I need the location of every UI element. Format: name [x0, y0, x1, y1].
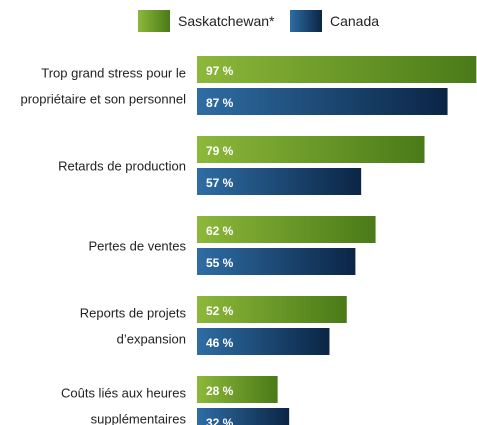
- legend-label-canada: Canada: [330, 13, 380, 29]
- bar-canada: [197, 328, 330, 355]
- bar-canada: [197, 408, 290, 425]
- bar-saskatchewan: [197, 296, 347, 323]
- bar-saskatchewan: [197, 216, 376, 243]
- data-label: 97 %: [206, 64, 234, 78]
- plot-area: Trop grand stress pour le propriétaire et…: [21, 56, 477, 425]
- bar-canada: [197, 248, 356, 275]
- bar-saskatchewan: [197, 56, 477, 83]
- data-label: 32 %: [206, 416, 234, 425]
- legend: Saskatchewan* Canada: [0, 8, 477, 34]
- legend-swatch-saskatchewan: [138, 10, 170, 32]
- category-label: Reports de projets d’expansion: [80, 306, 187, 347]
- data-label: 79 %: [206, 144, 234, 158]
- data-label: 57 %: [206, 176, 234, 190]
- data-label: 87 %: [206, 96, 234, 110]
- legend-swatch-canada: [290, 10, 322, 32]
- data-label: 46 %: [206, 336, 234, 350]
- bar-canada: [197, 88, 448, 115]
- data-label: 52 %: [206, 304, 234, 318]
- data-label: 28 %: [206, 384, 234, 398]
- bar-saskatchewan: [197, 376, 278, 403]
- legend-label-saskatchewan: Saskatchewan*: [178, 13, 275, 29]
- bar-saskatchewan: [197, 136, 425, 163]
- legend-item-saskatchewan: Saskatchewan*: [138, 8, 275, 34]
- category-label: Trop grand stress pour le propriétaire et…: [21, 66, 187, 107]
- data-label: 55 %: [206, 256, 234, 270]
- data-label: 62 %: [206, 224, 234, 238]
- bar-canada: [197, 168, 362, 195]
- category-label: Retards de production: [58, 159, 186, 174]
- category-label: Pertes de ventes: [88, 239, 186, 254]
- legend-item-canada: Canada: [290, 8, 379, 34]
- category-label: Coûts liés aux heures supplémentaires: [61, 386, 187, 425]
